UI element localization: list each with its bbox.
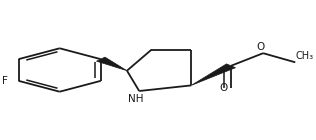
Text: CH₃: CH₃ [296,51,314,61]
Text: NH: NH [128,94,144,104]
Polygon shape [96,57,127,71]
Text: F: F [2,76,8,86]
Text: O: O [257,42,265,52]
Text: O: O [219,82,228,93]
Polygon shape [191,64,235,85]
